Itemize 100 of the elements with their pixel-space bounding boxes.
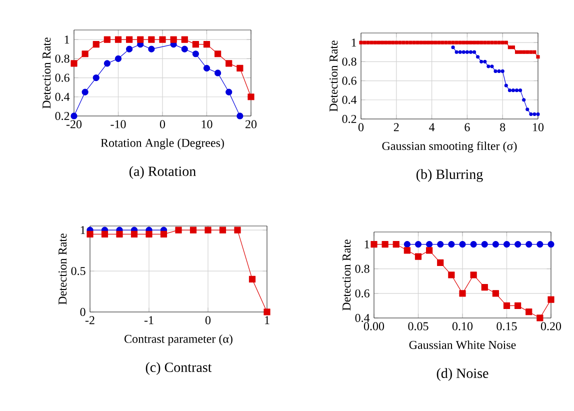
point (448, 40, 452, 44)
point (536, 240, 544, 248)
point (219, 226, 226, 234)
point (404, 247, 410, 254)
point (359, 40, 363, 44)
point (398, 40, 402, 44)
x-tick-label: -10 (110, 120, 126, 128)
point (486, 64, 490, 68)
point (175, 226, 182, 234)
point (514, 240, 522, 248)
y-tick-label: 0.8 (342, 58, 356, 66)
point (370, 240, 378, 248)
point (451, 46, 455, 50)
point (404, 240, 410, 248)
y-axis-title: Detection Rate (42, 38, 51, 108)
y-tick-label: 1 (64, 36, 70, 44)
point (437, 240, 444, 248)
point (370, 40, 374, 44)
point (226, 60, 232, 67)
point (394, 40, 398, 44)
point (70, 112, 78, 120)
point (190, 226, 197, 234)
x-tick-label: 0.05 (408, 322, 428, 330)
point (248, 94, 254, 100)
point (422, 40, 427, 44)
point (518, 50, 522, 54)
point (236, 112, 244, 120)
point (483, 60, 487, 64)
point (101, 230, 108, 238)
point (104, 36, 110, 43)
point (459, 240, 466, 248)
x-tick-label: 0.10 (452, 322, 473, 330)
text: (a) Rotation (129, 166, 196, 179)
point (514, 50, 519, 54)
x-tick-label: 4 (429, 123, 435, 132)
point (548, 296, 554, 303)
point (146, 230, 152, 238)
point (82, 50, 88, 58)
point (532, 112, 536, 116)
point (137, 36, 144, 43)
point (414, 240, 422, 248)
point (214, 70, 222, 76)
point (392, 240, 400, 248)
point (373, 40, 377, 44)
x-axis-title: Rotation Angle (Degrees) (100, 138, 224, 150)
x-axis-title: Contrast parameter (α) (124, 334, 232, 346)
point (481, 284, 488, 291)
point (529, 112, 533, 116)
point (476, 40, 480, 44)
point (264, 308, 270, 316)
x-tick-label: 0.15 (496, 322, 517, 330)
y-tick-label: 1 (80, 226, 86, 234)
point (214, 50, 222, 58)
point (376, 40, 380, 44)
y-axis-title: Detection Rate (342, 240, 351, 310)
point (462, 40, 466, 44)
y-tick-label: 0.8 (355, 264, 370, 273)
point (459, 290, 466, 297)
point (366, 40, 370, 44)
point (114, 55, 122, 62)
x-axis-title: Gaussian smooting filter (σ) (382, 141, 517, 153)
y-tick-label: 1 (364, 240, 370, 248)
point (454, 40, 458, 44)
point (451, 40, 455, 44)
point (465, 40, 469, 44)
point (526, 50, 530, 54)
x-tick-label: 0.20 (540, 322, 562, 330)
point (430, 40, 434, 44)
point (86, 230, 94, 238)
point (203, 64, 210, 72)
point (402, 40, 406, 44)
x-axis-title: Gaussian White Noise (409, 340, 516, 350)
point (70, 60, 78, 67)
point (192, 50, 199, 58)
point (490, 64, 494, 68)
point (380, 40, 384, 44)
point (236, 64, 244, 72)
point (82, 88, 88, 96)
point (532, 50, 536, 54)
point (500, 40, 504, 44)
point (104, 60, 110, 67)
point (391, 40, 395, 44)
text: (d) Noise (436, 368, 488, 381)
x-tick-label: 10 (202, 120, 212, 128)
point (92, 41, 100, 48)
point (472, 50, 476, 54)
point (92, 74, 100, 82)
point (468, 50, 473, 54)
point (159, 36, 166, 43)
y-tick-label: 0.6 (55, 74, 70, 82)
x-tick-label: 0 (205, 316, 211, 324)
point (382, 240, 388, 248)
point (483, 40, 487, 44)
point (181, 36, 188, 43)
point (458, 40, 462, 44)
point (508, 88, 512, 92)
point (490, 40, 494, 44)
point (437, 40, 441, 44)
point (462, 50, 466, 54)
point (481, 240, 488, 248)
